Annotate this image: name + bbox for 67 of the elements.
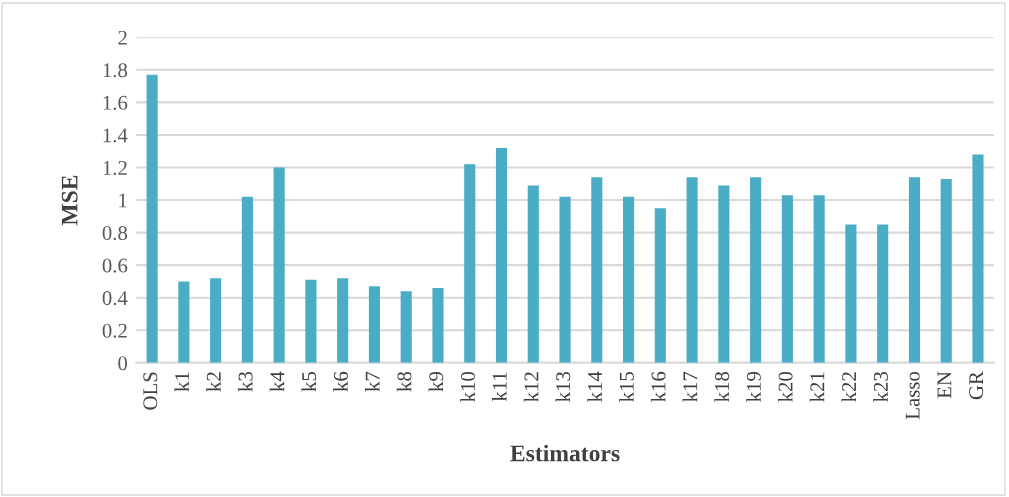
bar [368,286,381,363]
bar [845,224,857,363]
bar [527,185,539,363]
bar [337,278,349,363]
y-tick-label: 0.4 [102,291,128,306]
y-tick-label: 1.2 [103,160,127,176]
x-tick-label: k10 [460,371,475,402]
x-tick-label: k19 [746,372,761,402]
x-tick-label: k17 [682,371,698,402]
x-tick-label: k21 [809,372,825,402]
x-tick-label: k3 [237,371,253,392]
bar [686,177,698,363]
x-tick-label: k16 [650,371,666,402]
bar [495,147,508,363]
x-tick-label: k2 [206,372,221,392]
x-tick-label: k15 [619,371,634,402]
x-tick-label: k23 [873,371,888,402]
bar [972,154,984,363]
bar [273,167,285,363]
x-tick-label: k5 [301,371,317,392]
x-tick-label: k22 [841,372,856,402]
bar [559,196,571,363]
y-tick-label: 1 [119,193,127,208]
y-tick-label: 0.2 [102,323,127,338]
x-tick-label: k4 [269,371,285,392]
x-tick-label: k20 [777,371,793,402]
bar [210,278,222,363]
x-tick-label: k7 [365,371,380,392]
bar [623,196,635,363]
x-tick-label: k18 [714,371,730,402]
x-tick-label: k13 [555,371,571,402]
x-tick-label: EN [937,371,952,399]
bar [718,185,730,363]
x-tick-label: k8 [396,371,412,392]
bar [241,196,253,363]
bar [750,177,762,363]
x-tick-label: GR [969,371,984,400]
x-tick-label: k1 [174,372,189,392]
x-tick-label: k6 [333,371,348,392]
x-tick-label: k11 [492,372,507,402]
y-axis-title: MSE [61,175,78,226]
y-tick-label: 1.4 [103,128,128,143]
x-tick-label: k14 [587,371,602,402]
y-tick-label: 1.6 [103,95,128,110]
bar [813,195,825,363]
y-tick-label: 1.8 [103,63,128,78]
bar [400,291,412,363]
bar [146,74,158,363]
bar [781,195,793,363]
bar [178,281,190,363]
bar [940,178,952,363]
x-axis-title: Estimators [510,444,620,462]
bar [305,279,317,363]
bar [591,177,603,363]
bar [432,287,444,363]
y-tick-label: 2 [118,30,127,45]
y-tick-label: 0.8 [102,225,128,241]
bar [877,224,889,363]
y-tick-label: 0 [118,356,128,371]
bar [464,164,476,363]
x-tick-label: k12 [523,372,539,402]
x-tick-label: Lasso [905,371,920,420]
bar [654,208,666,363]
x-tick-label: k9 [428,372,444,392]
y-tick-label: 0.6 [102,258,128,273]
bar [908,177,921,363]
x-tick-label: OLS [143,372,158,410]
